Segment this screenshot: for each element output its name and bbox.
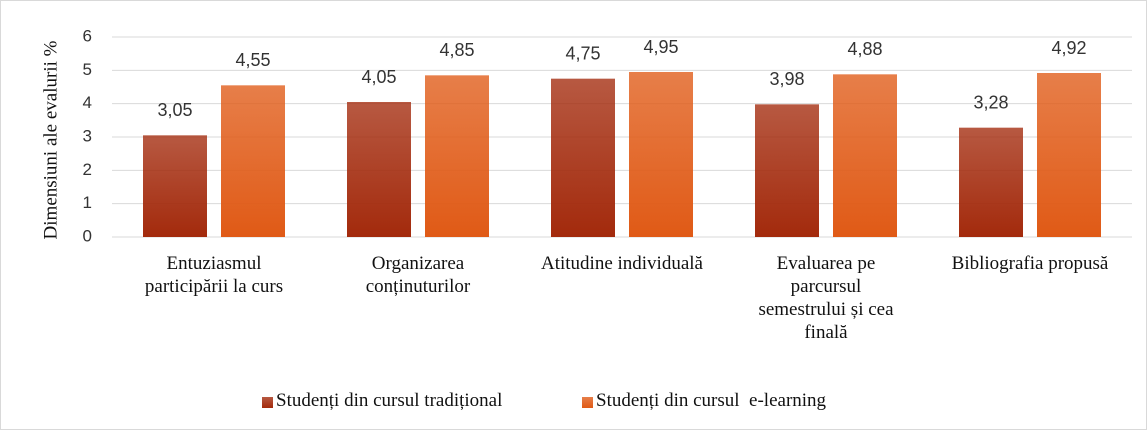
bar (551, 78, 615, 238)
y-tick-label: 0 (83, 226, 92, 245)
legend-label: Studenți din cursul tradițional (276, 390, 503, 411)
value-label: 3,28 (973, 92, 1008, 112)
bar (629, 72, 693, 237)
bar (833, 74, 897, 237)
y-tick-label: 4 (83, 93, 92, 112)
value-label: 4,95 (643, 37, 678, 57)
bar (959, 127, 1023, 237)
value-label: 3,98 (769, 69, 804, 89)
bar (755, 104, 819, 237)
x-tick-label: Bibliografia propusă (951, 253, 1109, 274)
value-label: 4,05 (361, 67, 396, 87)
y-tick-label: 3 (83, 126, 92, 145)
bar (221, 85, 285, 237)
value-label: 3,05 (157, 100, 192, 120)
value-label: 4,75 (565, 43, 600, 63)
value-label: 4,55 (235, 50, 270, 70)
value-label: 4,92 (1051, 38, 1086, 58)
y-tick-label: 5 (83, 60, 92, 79)
bar (143, 135, 207, 237)
legend-swatch (582, 397, 593, 408)
y-tick-label: 6 (83, 26, 92, 45)
x-tick-label: Evaluarea pe parcursul semestrului și ce… (758, 253, 894, 343)
x-tick-label: Entuziasmul participării la curs (144, 253, 284, 297)
value-label: 4,85 (439, 40, 474, 60)
legend-label: Studenți din cursul e-learning (596, 390, 827, 411)
y-tick-label: 2 (83, 160, 92, 179)
x-tick-label: Atitudine individuală (540, 253, 703, 274)
bar (425, 75, 489, 237)
bar (347, 102, 411, 237)
legend-swatch (262, 397, 273, 408)
value-label: 4,88 (847, 39, 882, 59)
y-tick-label: 1 (83, 193, 92, 212)
x-tick-label: Organizarea conținuturilor (365, 253, 471, 297)
y-axis-label: Dimensiuni ale evalurii % (40, 40, 61, 239)
bar (1037, 73, 1101, 237)
